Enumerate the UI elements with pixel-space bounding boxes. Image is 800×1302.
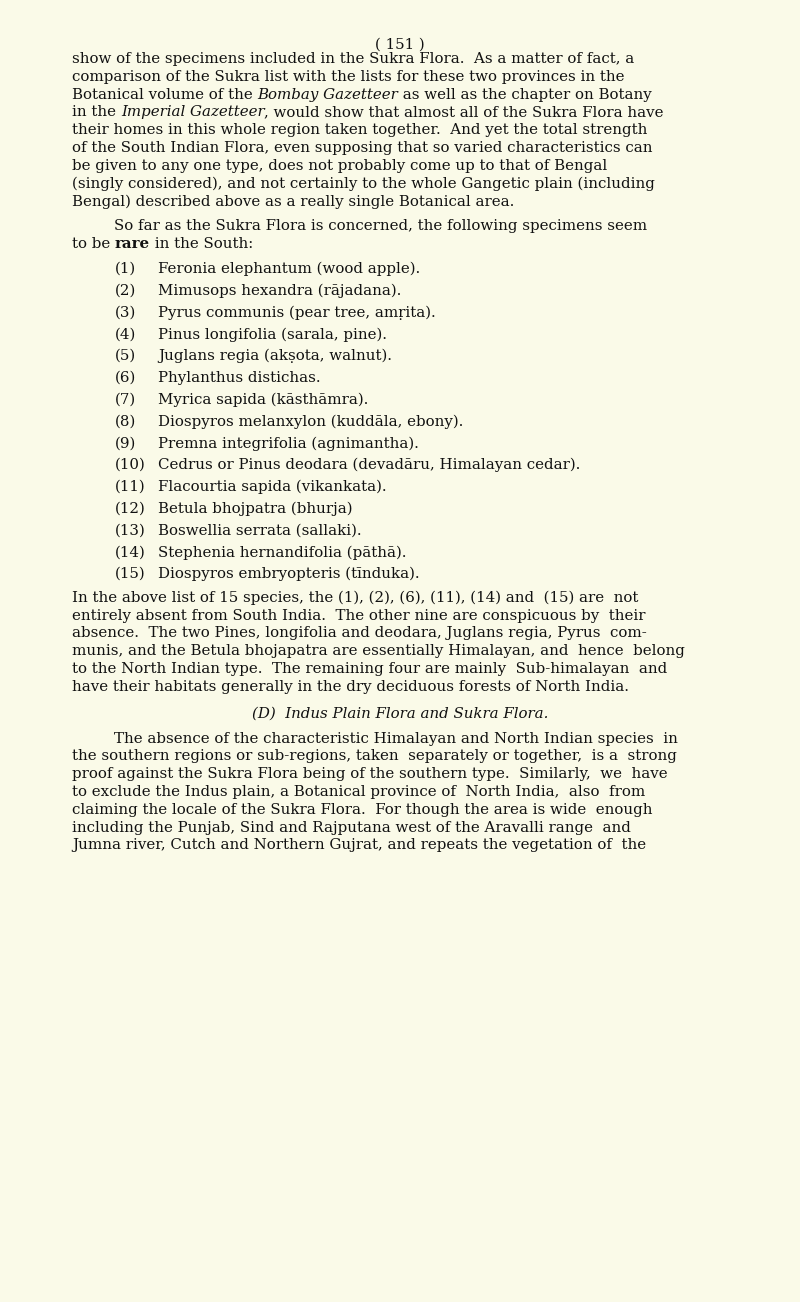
- Text: (7): (7): [115, 393, 136, 406]
- Text: (6): (6): [115, 371, 136, 385]
- Text: (3): (3): [115, 306, 136, 319]
- Text: Pinus longifolia (sarala, pine).: Pinus longifolia (sarala, pine).: [158, 327, 387, 341]
- Text: Feronia elephantum (wood apple).: Feronia elephantum (wood apple).: [158, 262, 420, 276]
- Text: Bombay Gazetteer: Bombay Gazetteer: [258, 87, 398, 102]
- Text: Cedrus or Pinus deodara (devadāru, Himalayan cedar).: Cedrus or Pinus deodara (devadāru, Himal…: [158, 458, 580, 473]
- Text: Diospyros embryopteris (tīnduka).: Diospyros embryopteris (tīnduka).: [158, 566, 420, 582]
- Text: (8): (8): [115, 414, 136, 428]
- Text: claiming the locale of the Sukra Flora.  For though the area is wide  enough: claiming the locale of the Sukra Flora. …: [72, 803, 653, 816]
- Text: the southern regions or sub-regions, taken  separately or together,  is a  stron: the southern regions or sub-regions, tak…: [72, 750, 677, 763]
- Text: (13): (13): [115, 523, 146, 538]
- Text: proof against the Sukra Flora being of the southern type.  Similarly,  we  have: proof against the Sukra Flora being of t…: [72, 767, 668, 781]
- Text: Mimusops hexandra (rājadana).: Mimusops hexandra (rājadana).: [158, 284, 402, 298]
- Text: (9): (9): [115, 436, 136, 450]
- Text: entirely absent from South India.  The other nine are conspicuous by  their: entirely absent from South India. The ot…: [72, 609, 646, 622]
- Text: In the above list of 15 species, the (1), (2), (6), (11), (14) and  (15) are  no: In the above list of 15 species, the (1)…: [72, 591, 638, 605]
- Text: So far as the Sukra Flora is concerned, the following specimens seem: So far as the Sukra Flora is concerned, …: [114, 219, 647, 233]
- Text: to the North Indian type.  The remaining four are mainly  Sub-himalayan  and: to the North Indian type. The remaining …: [72, 663, 667, 676]
- Text: Imperial Gazetteer: Imperial Gazetteer: [121, 105, 264, 120]
- Text: munis, and the Betula bhojapatra are essentially Himalayan, and  hence  belong: munis, and the Betula bhojapatra are ess…: [72, 644, 685, 659]
- Text: (12): (12): [115, 501, 146, 516]
- Text: rare: rare: [115, 237, 150, 251]
- Text: Botanical volume of the: Botanical volume of the: [72, 87, 258, 102]
- Text: Jumna river, Cutch and Northern Gujrat, and repeats the vegetation of  the: Jumna river, Cutch and Northern Gujrat, …: [72, 838, 646, 853]
- Text: (2): (2): [115, 284, 136, 298]
- Text: to be: to be: [72, 237, 115, 251]
- Text: absence.  The two Pines, longifolia and deodara, Juglans regia, Pyrus  com-: absence. The two Pines, longifolia and d…: [72, 626, 646, 641]
- Text: Phylanthus distichas.: Phylanthus distichas.: [158, 371, 321, 385]
- Text: (D)  Indus Plain Flora and Sukra Flora.: (D) Indus Plain Flora and Sukra Flora.: [252, 707, 548, 721]
- Text: (5): (5): [115, 349, 136, 363]
- Text: Bengal) described above as a really single Botanical area.: Bengal) described above as a really sing…: [72, 194, 514, 208]
- Text: Premna integrifolia (agnimantha).: Premna integrifolia (agnimantha).: [158, 436, 419, 450]
- Text: in the South:: in the South:: [150, 237, 254, 251]
- Text: to exclude the Indus plain, a Botanical province of  North India,  also  from: to exclude the Indus plain, a Botanical …: [72, 785, 646, 799]
- Text: Juglans regia (akṣota, walnut).: Juglans regia (akṣota, walnut).: [158, 349, 392, 363]
- Text: (1): (1): [115, 262, 136, 276]
- Text: The absence of the characteristic Himalayan and North Indian species  in: The absence of the characteristic Himala…: [114, 732, 678, 746]
- Text: (singly considered), and not certainly to the whole Gangetic plain (including: (singly considered), and not certainly t…: [72, 177, 655, 191]
- Text: (14): (14): [115, 546, 146, 559]
- Text: ( 151 ): ( 151 ): [375, 38, 425, 52]
- Text: in the: in the: [72, 105, 121, 120]
- Text: (4): (4): [115, 327, 136, 341]
- Text: show of the specimens included in the Sukra Flora.  As a matter of fact, a: show of the specimens included in the Su…: [72, 52, 634, 66]
- Text: Stephenia hernandifolia (pāthā).: Stephenia hernandifolia (pāthā).: [158, 546, 406, 560]
- Text: Pyrus communis (pear tree, amṛita).: Pyrus communis (pear tree, amṛita).: [158, 306, 436, 320]
- Text: as well as the chapter on Botany: as well as the chapter on Botany: [398, 87, 652, 102]
- Text: their homes in this whole region taken together.  And yet the total strength: their homes in this whole region taken t…: [72, 124, 647, 137]
- Text: (15): (15): [115, 566, 146, 581]
- Text: including the Punjab, Sind and Rajputana west of the Aravalli range  and: including the Punjab, Sind and Rajputana…: [72, 820, 631, 835]
- Text: , would show that almost all of the Sukra Flora have: , would show that almost all of the Sukr…: [264, 105, 664, 120]
- Text: (10): (10): [115, 458, 146, 473]
- Text: (11): (11): [115, 480, 146, 493]
- Text: Flacourtia sapida (vikankata).: Flacourtia sapida (vikankata).: [158, 480, 386, 495]
- Text: of the South Indian Flora, even supposing that so varied characteristics can: of the South Indian Flora, even supposin…: [72, 141, 653, 155]
- Text: Myrica sapida (kāsthāmra).: Myrica sapida (kāsthāmra).: [158, 393, 368, 408]
- Text: comparison of the Sukra list with the lists for these two provinces in the: comparison of the Sukra list with the li…: [72, 70, 625, 83]
- Text: Boswellia serrata (sallaki).: Boswellia serrata (sallaki).: [158, 523, 362, 538]
- Text: have their habitats generally in the dry deciduous forests of North India.: have their habitats generally in the dry…: [72, 680, 629, 694]
- Text: Diospyros melanxylon (kuddāla, ebony).: Diospyros melanxylon (kuddāla, ebony).: [158, 414, 463, 428]
- Text: Betula bhojpatra (bhurja): Betula bhojpatra (bhurja): [158, 501, 353, 516]
- Text: be given to any one type, does not probably come up to that of Bengal: be given to any one type, does not proba…: [72, 159, 607, 173]
